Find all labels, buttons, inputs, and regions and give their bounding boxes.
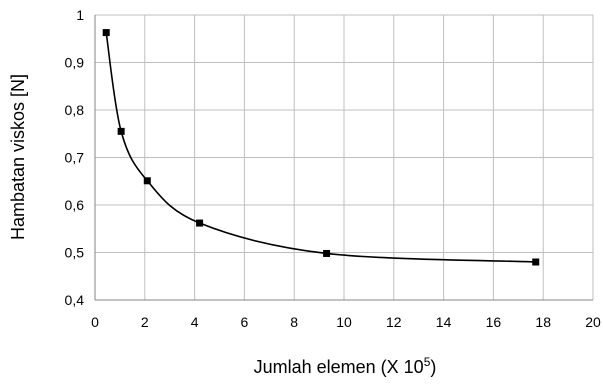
y-tick-label: 1 <box>76 7 84 23</box>
data-point <box>102 29 110 37</box>
x-tick-label: 16 <box>486 314 502 330</box>
y-tick-label: 0,4 <box>65 292 85 308</box>
x-tick-label: 20 <box>585 314 601 330</box>
data-point <box>323 249 331 257</box>
series-markers <box>102 29 540 266</box>
data-point <box>532 258 540 266</box>
series-line <box>105 32 536 263</box>
tick-labels: 0 2 4 6 8 10 12 14 16 18 20 0,4 0,5 0,6 0,7 0,8 0,9 1 <box>65 7 601 330</box>
axes <box>94 15 593 301</box>
x-tick-label: 2 <box>141 314 149 330</box>
y-tick-label: 0,6 <box>65 197 85 213</box>
y-axis-title: Hambatan viskos [N] <box>8 74 28 240</box>
x-axis-title: Jumlah elemen (X 105) <box>254 355 437 377</box>
y-tick-label: 0,5 <box>65 245 85 261</box>
x-tick-label: 4 <box>191 314 199 330</box>
y-tick-label: 0,8 <box>65 102 85 118</box>
x-tick-label: 6 <box>241 314 249 330</box>
data-point <box>196 219 204 227</box>
data-point <box>117 127 125 135</box>
x-tick-label: 18 <box>535 314 551 330</box>
x-tick-label: 14 <box>436 314 452 330</box>
grid <box>95 14 594 300</box>
x-tick-label: 10 <box>336 314 352 330</box>
data-point <box>143 177 151 185</box>
x-tick-label: 0 <box>91 314 99 330</box>
y-tick-label: 0,9 <box>65 55 85 71</box>
x-tick-label: 8 <box>290 314 298 330</box>
y-tick-label: 0,7 <box>65 150 85 166</box>
x-tick-label: 12 <box>386 314 402 330</box>
